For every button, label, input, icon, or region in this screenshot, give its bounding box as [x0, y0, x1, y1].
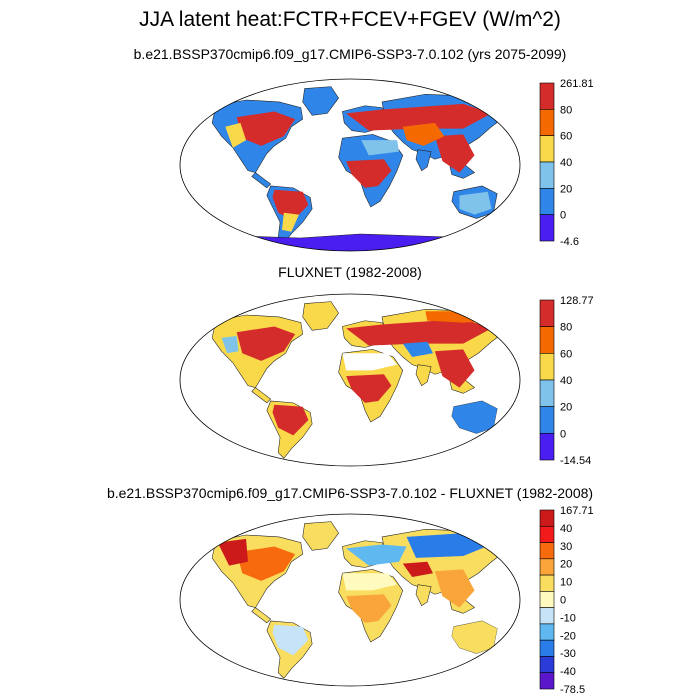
colorbar-swatch — [539, 161, 555, 189]
colorbar-swatch — [539, 656, 555, 674]
colorbar-swatch — [539, 591, 555, 608]
panel-2-map — [179, 293, 521, 467]
colorbar-swatch — [539, 379, 555, 407]
colorbar-swatch — [539, 188, 555, 215]
colorbar-label: -20 — [560, 630, 576, 642]
colorbar-swatch — [539, 525, 555, 543]
colorbar-panel-1: 261.81 80 60 40 20 0 -4.6 — [539, 78, 594, 248]
colorbar-swatch — [539, 542, 555, 560]
colorbar-swatch — [539, 558, 555, 576]
colorbar-swatch — [539, 135, 555, 163]
colorbar-label: -30 — [560, 648, 576, 660]
colorbar-label: 80 — [560, 104, 572, 116]
colorbar-label: 0 — [560, 210, 566, 222]
colorbar-swatch — [539, 406, 555, 434]
colorbar-label: 30 — [560, 541, 572, 553]
colorbar-label: 60 — [560, 348, 572, 360]
colorbar-label: -78.5 — [560, 684, 585, 696]
colorbar-swatch — [539, 82, 555, 110]
colorbar-label: 20 — [560, 402, 572, 414]
colorbar-label: 10 — [560, 577, 572, 589]
colorbar-label: -10 — [560, 612, 576, 624]
colorbar-swatch — [539, 109, 555, 136]
colorbar-swatch — [539, 433, 555, 461]
panel-1-map — [179, 78, 521, 252]
colorbar-label: 128.77 — [560, 295, 594, 307]
colorbar-label: 0 — [560, 428, 566, 440]
colorbar-label: -14.54 — [560, 455, 591, 467]
colorbar-swatch — [539, 672, 555, 690]
colorbar-swatch — [539, 574, 555, 592]
panel-3-title: b.e21.BSSP370cmip6.f09_g17.CMIP6-SSP3-7.… — [106, 485, 594, 501]
colorbar-panel-3: 167.71 40 30 20 10 0 -10 -20 -30 -40 -78.5 — [539, 505, 594, 696]
panel-3-map — [179, 513, 521, 687]
colorbar-label: 20 — [560, 559, 572, 571]
main-title: JJA latent heat:FCTR+FCEV+FGEV (W/m^2) — [139, 8, 561, 31]
colorbar-label: 40 — [560, 375, 572, 387]
panel-2-title: FLUXNET (1982-2008) — [278, 264, 422, 280]
colorbar-label: 60 — [560, 131, 572, 143]
colorbar-label: 0 — [560, 595, 566, 607]
panel-1-title: b.e21.BSSP370cmip6.f09_g17.CMIP6-SSP3-7.… — [133, 46, 567, 62]
colorbar-swatch — [539, 639, 555, 657]
colorbar-swatch — [539, 623, 555, 641]
colorbar-swatch — [539, 214, 555, 242]
colorbar-label: -4.6 — [560, 236, 579, 248]
colorbar-swatch — [539, 326, 555, 354]
colorbar-swatch — [539, 607, 555, 625]
colorbar-label: 80 — [560, 322, 572, 334]
colorbar-label: 40 — [560, 523, 572, 535]
colorbar-panel-2: 128.77 80 60 40 20 0 -14.54 — [539, 295, 594, 467]
colorbar-label: -40 — [560, 666, 576, 678]
colorbar-label: 40 — [560, 157, 572, 169]
colorbar-label: 167.71 — [560, 505, 594, 517]
colorbar-swatch — [539, 299, 555, 327]
colorbar-label: 261.81 — [560, 78, 594, 90]
colorbar-swatch — [539, 509, 555, 527]
colorbar-label: 20 — [560, 183, 572, 195]
colorbar-swatch — [539, 353, 555, 381]
